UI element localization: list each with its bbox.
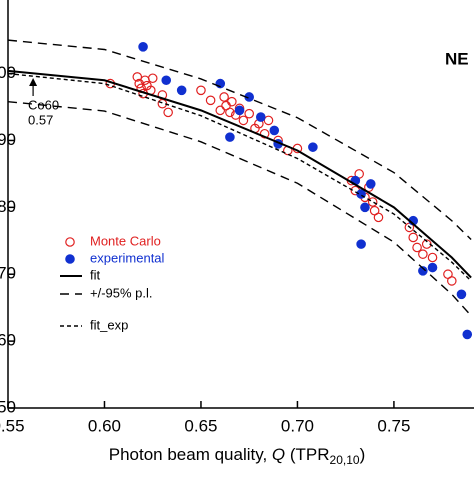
data-point bbox=[418, 266, 428, 276]
y-tick-label: 0.960 bbox=[0, 331, 16, 350]
data-point bbox=[356, 239, 366, 249]
data-point bbox=[269, 125, 280, 136]
legend-label: +/-95% p.l. bbox=[90, 285, 153, 300]
data-point bbox=[205, 95, 216, 106]
x-label-part: 20,10 bbox=[330, 453, 360, 467]
data-point bbox=[360, 202, 370, 213]
data-point bbox=[227, 96, 237, 107]
data-point bbox=[161, 75, 172, 86]
annotation: 0.57 bbox=[28, 112, 53, 127]
chart-title: NE bbox=[445, 49, 469, 68]
legend-label: fit_exp bbox=[90, 317, 128, 332]
annotation: Co60 bbox=[28, 97, 59, 112]
x-tick-label: 0.55 bbox=[0, 416, 25, 435]
legend-label: fit bbox=[90, 267, 101, 282]
x-tick-label: 0.75 bbox=[377, 416, 410, 435]
fit-line bbox=[7, 39, 472, 240]
x-tick-label: 0.65 bbox=[184, 416, 217, 435]
data-point bbox=[255, 112, 266, 122]
data-point bbox=[225, 107, 235, 118]
data-point bbox=[427, 252, 438, 263]
data-point bbox=[408, 232, 419, 243]
x-label-part: Q bbox=[272, 445, 285, 464]
legend-label: experimental bbox=[90, 250, 165, 265]
data-point bbox=[418, 249, 428, 259]
legend-label: Monte Carlo bbox=[90, 233, 161, 248]
annotation-arrowhead bbox=[29, 78, 38, 86]
data-point bbox=[238, 115, 249, 126]
fit-line bbox=[7, 72, 472, 282]
data-point bbox=[373, 212, 384, 223]
data-point bbox=[244, 108, 255, 119]
data-point bbox=[132, 72, 143, 82]
data-point bbox=[163, 107, 173, 118]
y-tick-label: 0.990 bbox=[0, 130, 16, 149]
x-tick-label: 0.70 bbox=[281, 416, 314, 435]
x-axis-label: Photon beam quality, Q (TPR20,10) bbox=[109, 445, 366, 467]
data-point bbox=[456, 289, 467, 300]
data-point bbox=[447, 276, 457, 286]
data-point bbox=[234, 105, 245, 116]
data-point bbox=[219, 92, 229, 102]
legend-marker bbox=[65, 237, 75, 247]
x-tick-label: 0.60 bbox=[88, 416, 121, 435]
legend-marker bbox=[65, 254, 75, 264]
data-point bbox=[176, 85, 187, 96]
y-tick-label: 1.000 bbox=[0, 63, 16, 82]
y-tick-label: 0.950 bbox=[0, 397, 16, 416]
fit-line bbox=[7, 100, 472, 317]
x-label-part: ) bbox=[360, 445, 366, 464]
data-point bbox=[259, 128, 270, 139]
data-point bbox=[215, 105, 226, 116]
x-label-part: Photon beam quality, bbox=[109, 445, 272, 464]
fit-line bbox=[7, 69, 472, 279]
data-point bbox=[138, 42, 148, 52]
data-point bbox=[462, 329, 473, 340]
data-point bbox=[225, 132, 235, 142]
data-point bbox=[412, 242, 422, 253]
y-tick-label: 0.970 bbox=[0, 264, 16, 283]
data-point bbox=[196, 85, 206, 96]
data-point bbox=[365, 179, 376, 189]
data-point bbox=[427, 262, 438, 273]
x-label-part: (TPR bbox=[285, 445, 329, 464]
data-point bbox=[263, 115, 274, 126]
y-tick-label: 0.980 bbox=[0, 197, 16, 216]
data-point bbox=[367, 197, 378, 207]
data-point bbox=[308, 142, 318, 152]
data-point bbox=[147, 73, 158, 84]
